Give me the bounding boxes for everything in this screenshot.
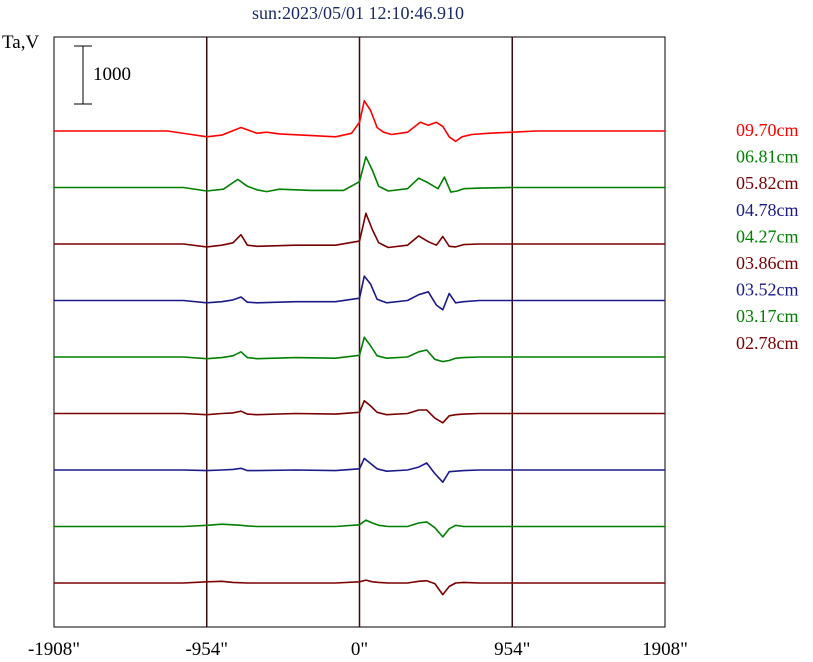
legend-entry-7: 03.17cm xyxy=(736,306,799,326)
series-line-3 xyxy=(54,275,665,311)
x-tick-label-2: 0" xyxy=(351,639,368,660)
y-axis-label: Ta,V xyxy=(2,32,39,53)
series-line-4 xyxy=(54,336,665,363)
series-line-2 xyxy=(54,212,665,249)
legend-entry-3: 04.78cm xyxy=(736,200,799,220)
series-line-6 xyxy=(54,457,665,484)
series-line-1 xyxy=(54,156,665,193)
x-tick-label-3: 954" xyxy=(494,639,530,660)
legend-entry-1: 06.81cm xyxy=(736,147,799,167)
legend-entry-5: 03.86cm xyxy=(736,253,799,273)
legend-entry-6: 03.52cm xyxy=(736,280,799,300)
vertical-guides xyxy=(206,37,513,627)
scale-bar-label: 1000 xyxy=(93,64,131,85)
x-tick-labels: -1908" -954" 0" 954" 1908" xyxy=(28,639,688,660)
series-line-7 xyxy=(54,519,665,538)
series-line-0 xyxy=(54,100,665,143)
series-line-8 xyxy=(54,579,665,596)
series-lines xyxy=(54,100,665,596)
x-tick-label-1: -954" xyxy=(185,639,228,660)
chart-title: sun:2023/05/01 12:10:46.910 xyxy=(252,3,464,23)
legend-entry-0: 09.70cm xyxy=(736,120,799,140)
legend-entry-2: 05.82cm xyxy=(736,173,799,193)
legend-entry-8: 02.78cm xyxy=(736,333,799,353)
x-tick-label-0: -1908" xyxy=(28,639,80,660)
legend: 09.70cm 06.81cm 05.82cm 04.78cm 04.27cm 03.86… xyxy=(736,120,799,353)
scale-bar: 1000 xyxy=(74,45,131,105)
legend-entry-4: 04.27cm xyxy=(736,226,799,246)
series-line-5 xyxy=(54,399,665,424)
x-tick-label-4: 1908" xyxy=(642,639,688,660)
